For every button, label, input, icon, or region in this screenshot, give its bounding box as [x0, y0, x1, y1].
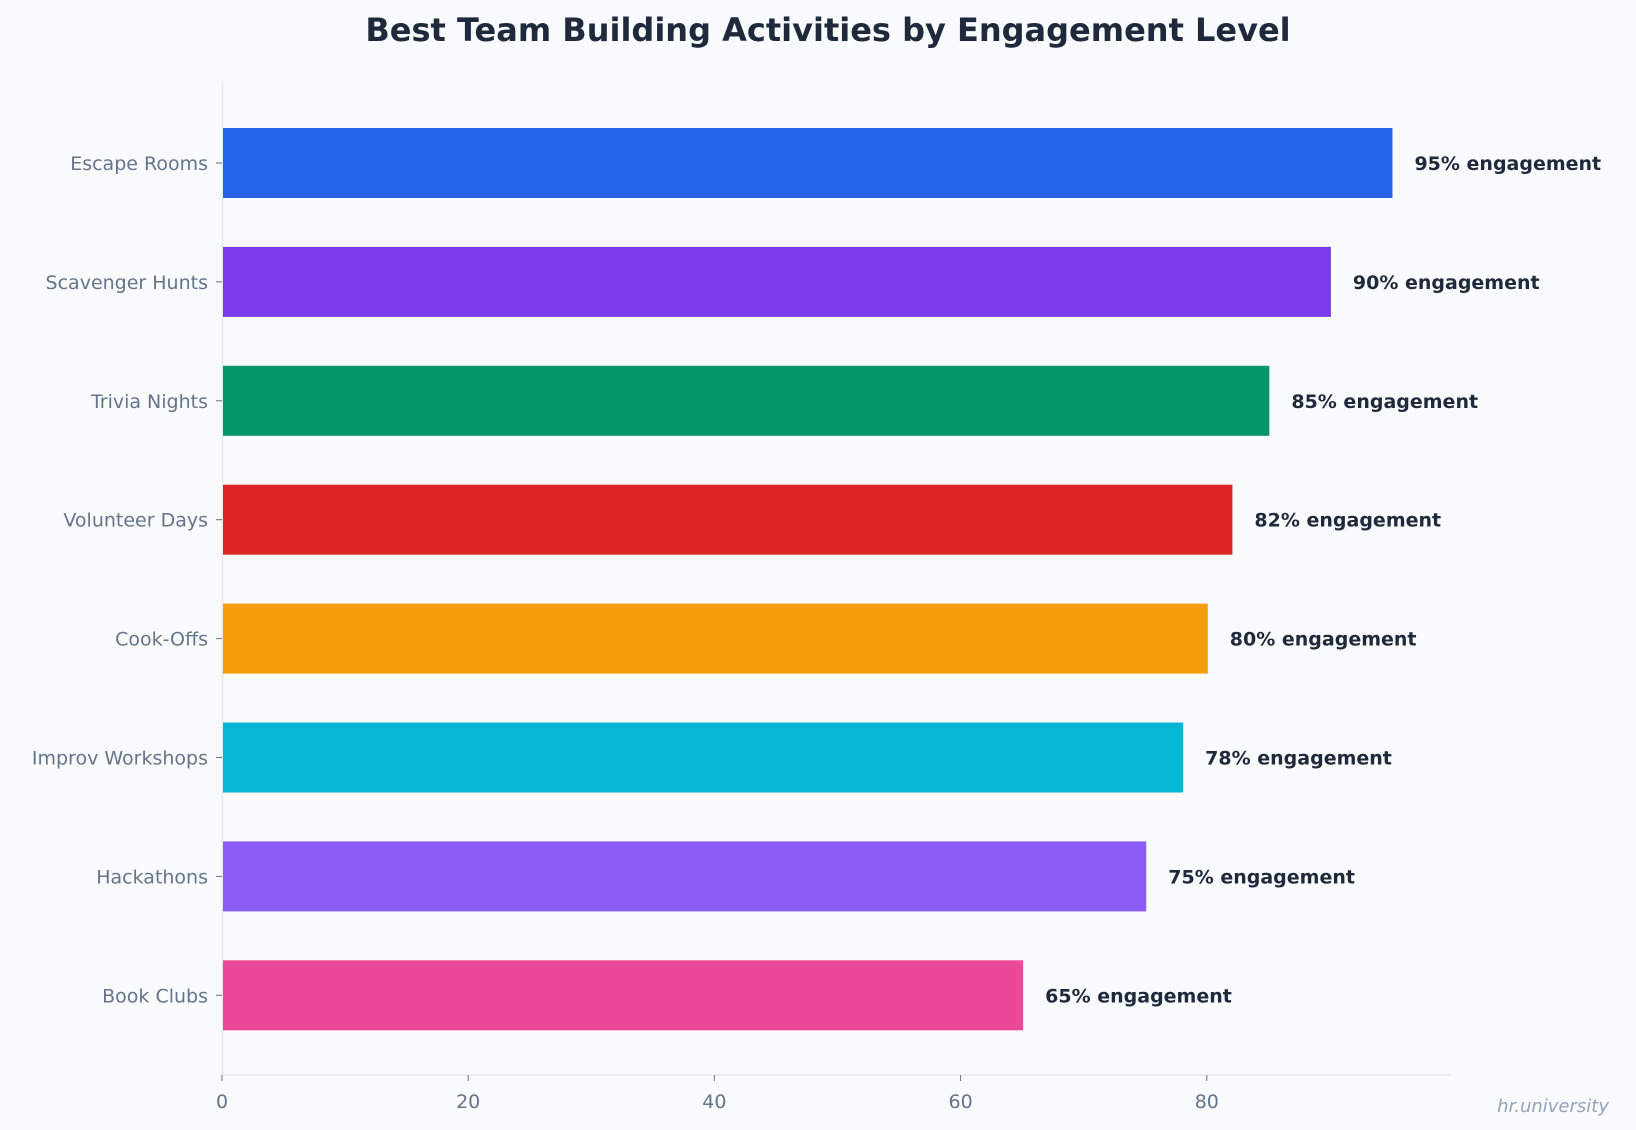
- bar-volunteer-days: [223, 484, 1233, 555]
- x-tick-label: 60: [949, 1091, 973, 1113]
- bar-improv-workshops: [223, 722, 1184, 793]
- value-label: 78% engagement: [1205, 748, 1392, 770]
- bar-hackathons: [223, 841, 1147, 912]
- value-label: 80% engagement: [1230, 629, 1417, 651]
- x-tick-label: 40: [702, 1091, 726, 1113]
- category-label: Hackathons: [96, 866, 208, 888]
- bar-escape-rooms: [223, 128, 1393, 198]
- bar-cook-offs: [223, 603, 1208, 674]
- category-label: Cook-Offs: [115, 629, 208, 651]
- category-label: Improv Workshops: [32, 748, 208, 770]
- category-label: Book Clubs: [102, 985, 208, 1007]
- value-label: 90% engagement: [1353, 272, 1540, 294]
- x-tick-label: 0: [216, 1091, 228, 1113]
- watermark: hr.university: [1497, 1096, 1609, 1117]
- category-label: Volunteer Days: [63, 510, 208, 532]
- value-label: 75% engagement: [1168, 866, 1355, 888]
- x-tick-label: 80: [1195, 1091, 1219, 1113]
- bar-book-clubs: [223, 960, 1024, 1031]
- value-label: 95% engagement: [1414, 153, 1601, 175]
- category-label: Escape Rooms: [70, 153, 208, 175]
- bar-scavenger-hunts: [223, 246, 1331, 317]
- chart-title: Best Team Building Activities by Engagem…: [365, 11, 1290, 49]
- category-label: Trivia Nights: [90, 391, 208, 413]
- category-label: Scavenger Hunts: [46, 272, 208, 294]
- value-label: 82% engagement: [1254, 510, 1441, 532]
- x-tick-label: 20: [456, 1091, 480, 1113]
- value-label: 65% engagement: [1045, 985, 1232, 1007]
- value-label: 85% engagement: [1291, 391, 1478, 413]
- bar-trivia-nights: [223, 365, 1270, 436]
